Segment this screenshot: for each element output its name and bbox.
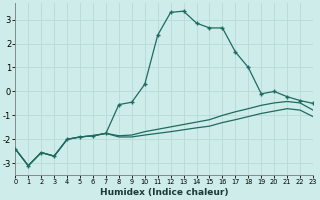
X-axis label: Humidex (Indice chaleur): Humidex (Indice chaleur) (100, 188, 228, 197)
